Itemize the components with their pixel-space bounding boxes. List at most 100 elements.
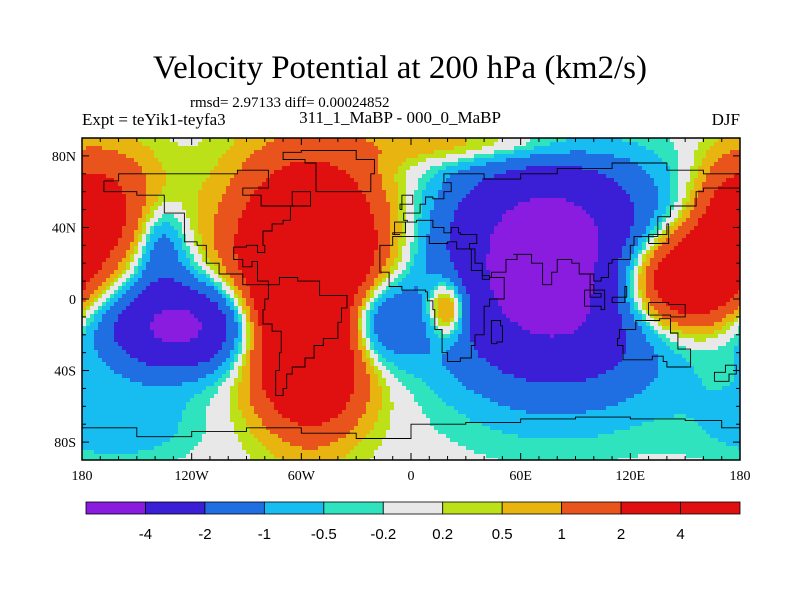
field-cell xyxy=(206,146,211,151)
field-cell xyxy=(250,246,255,251)
field-cell xyxy=(242,194,247,199)
field-cell xyxy=(286,354,291,359)
field-cell xyxy=(102,442,107,447)
field-cell xyxy=(310,434,315,439)
field-cell xyxy=(298,174,303,179)
field-cell xyxy=(106,370,111,375)
field-cell xyxy=(170,454,175,459)
field-cell xyxy=(326,306,331,311)
field-cell xyxy=(306,266,311,271)
field-cell xyxy=(126,362,131,367)
field-cell xyxy=(274,238,279,243)
field-cell xyxy=(326,142,331,147)
field-cell xyxy=(246,214,251,219)
field-cell xyxy=(266,386,271,391)
field-cell xyxy=(214,402,219,407)
field-cell xyxy=(182,158,187,163)
field-cell xyxy=(138,418,143,423)
field-cell xyxy=(158,374,163,379)
field-cell xyxy=(322,350,327,355)
field-cell xyxy=(138,334,143,339)
field-cell xyxy=(258,222,263,227)
field-cell xyxy=(150,202,155,207)
field-cell xyxy=(226,202,231,207)
field-cell xyxy=(278,146,283,151)
field-cell xyxy=(106,414,111,419)
field-cell xyxy=(178,414,183,419)
field-cell xyxy=(114,394,119,399)
field-cell xyxy=(114,390,119,395)
field-cell xyxy=(190,438,195,443)
field-cell xyxy=(122,258,127,263)
field-cell xyxy=(326,294,331,299)
field-cell xyxy=(318,390,323,395)
field-cell xyxy=(134,246,139,251)
field-cell xyxy=(210,190,215,195)
field-cell xyxy=(170,198,175,203)
field-cell xyxy=(170,430,175,435)
field-cell xyxy=(246,390,251,395)
field-cell xyxy=(270,394,275,399)
field-cell xyxy=(314,378,319,383)
field-cell xyxy=(278,394,283,399)
field-cell xyxy=(242,386,247,391)
field-cell xyxy=(262,290,267,295)
field-cell xyxy=(294,358,299,363)
field-cell xyxy=(262,414,267,419)
field-cell xyxy=(318,426,323,431)
field-cell xyxy=(126,294,131,299)
field-cell xyxy=(194,278,199,283)
field-cell xyxy=(302,170,307,175)
field-cell xyxy=(234,362,239,367)
field-cell xyxy=(198,166,203,171)
field-cell xyxy=(182,386,187,391)
field-cell xyxy=(302,154,307,159)
field-cell xyxy=(322,170,327,175)
field-cell xyxy=(210,374,215,379)
field-cell xyxy=(262,190,267,195)
field-cell xyxy=(246,358,251,363)
field-cell xyxy=(230,230,235,235)
field-cell xyxy=(198,326,203,331)
field-cell xyxy=(262,282,267,287)
field-cell xyxy=(174,430,179,435)
field-cell xyxy=(190,186,195,191)
field-cell xyxy=(154,190,159,195)
field-cell xyxy=(206,434,211,439)
field-cell xyxy=(138,306,143,311)
field-cell xyxy=(234,442,239,447)
field-cell xyxy=(258,422,263,427)
field-cell xyxy=(86,382,91,387)
field-cell xyxy=(134,458,139,461)
field-cell xyxy=(226,450,231,455)
field-cell xyxy=(134,366,139,371)
field-cell xyxy=(82,142,87,147)
field-cell xyxy=(206,382,211,387)
field-cell xyxy=(266,358,271,363)
field-cell xyxy=(178,194,183,199)
field-cell xyxy=(130,310,135,315)
field-cell xyxy=(310,350,315,355)
field-cell xyxy=(274,190,279,195)
field-cell xyxy=(318,270,323,275)
field-cell xyxy=(142,262,147,267)
field-cell xyxy=(322,442,327,447)
field-cell xyxy=(202,378,207,383)
field-cell xyxy=(214,178,219,183)
field-cell xyxy=(134,402,139,407)
field-cell xyxy=(194,214,199,219)
field-cell xyxy=(98,402,103,407)
field-cell xyxy=(190,234,195,239)
field-cell xyxy=(134,158,139,163)
field-cell xyxy=(114,186,119,191)
field-cell xyxy=(234,262,239,267)
field-cell xyxy=(102,250,107,255)
field-cell xyxy=(166,210,171,215)
field-cell xyxy=(138,170,143,175)
field-cell xyxy=(190,214,195,219)
field-cell xyxy=(186,270,191,275)
field-cell xyxy=(290,278,295,283)
field-cell xyxy=(238,358,243,363)
field-cell xyxy=(170,346,175,351)
field-cell xyxy=(306,294,311,299)
